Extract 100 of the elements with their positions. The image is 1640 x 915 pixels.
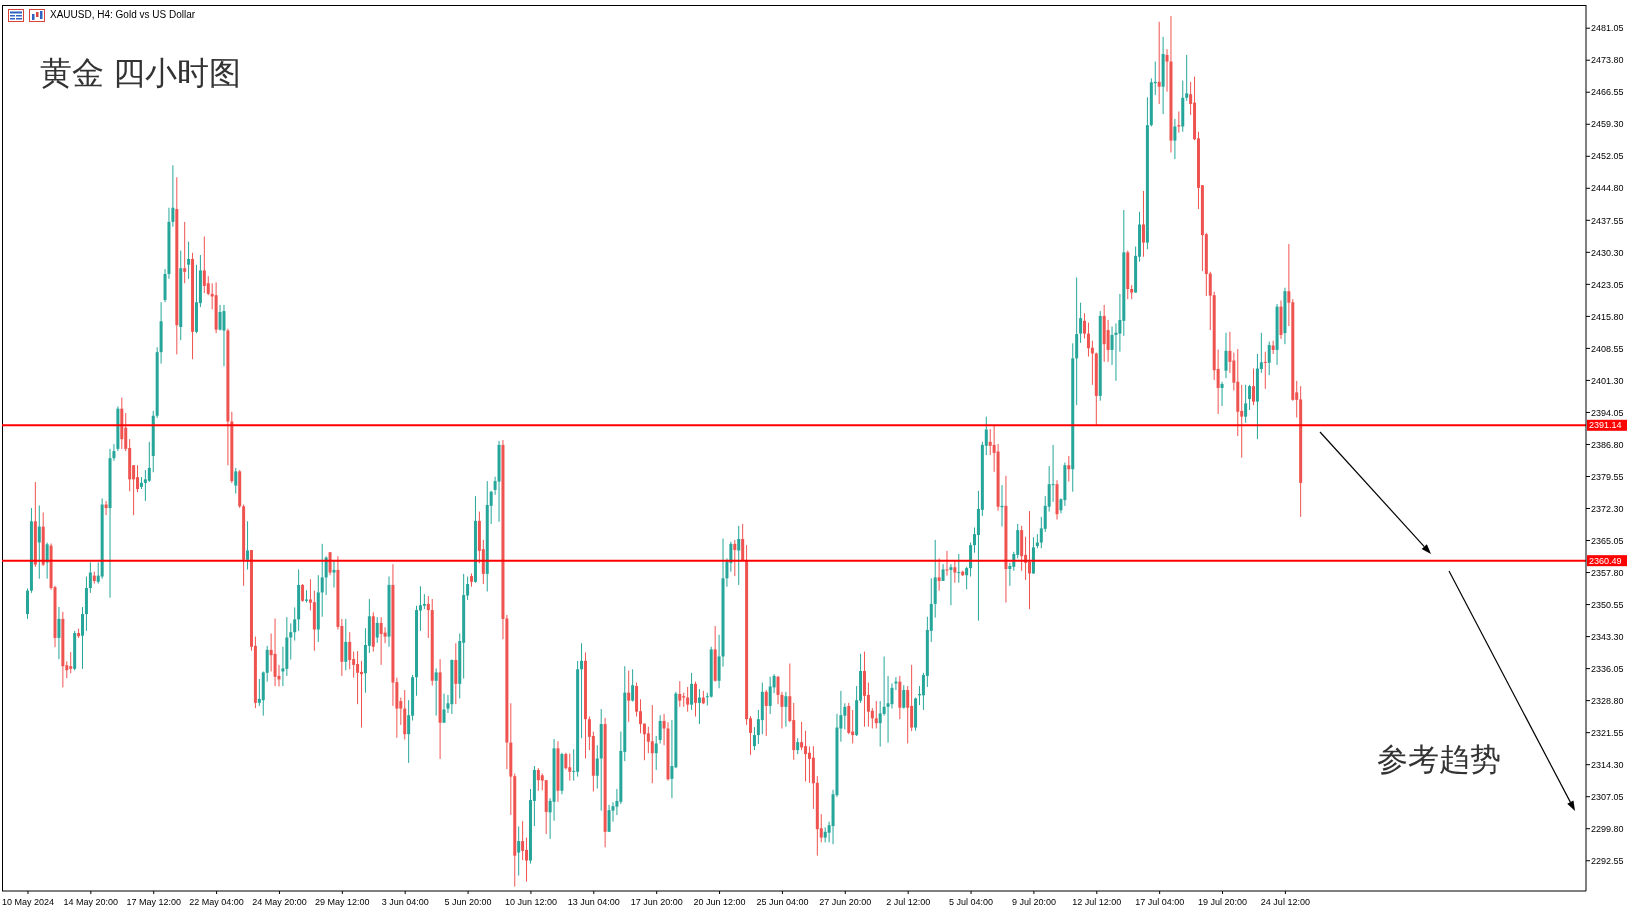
candlestick xyxy=(1267,341,1271,376)
y-tick-label: 2452.05 xyxy=(1591,151,1624,162)
candlestick xyxy=(202,235,206,294)
candlestick xyxy=(1224,332,1228,379)
candlestick xyxy=(969,542,973,578)
y-tick-label: 2372.30 xyxy=(1591,503,1624,514)
y-tick-label: 2299.80 xyxy=(1591,823,1624,834)
candlestick xyxy=(320,543,324,618)
x-tick-label: 10 Jun 12:00 xyxy=(504,897,557,907)
x-tick-label: 25 Jun 04:00 xyxy=(756,897,809,907)
candlestick xyxy=(1263,351,1267,390)
x-tick-label: 12 Jul 12:00 xyxy=(1072,897,1122,907)
candlestick xyxy=(1106,319,1110,363)
candlestick xyxy=(454,642,458,705)
x-tick-label: 14 May 20:00 xyxy=(63,897,119,907)
x-tick-label: 27 Jun 20:00 xyxy=(819,897,872,907)
candlestick xyxy=(910,664,914,732)
candlestick xyxy=(304,589,308,604)
candlestick xyxy=(37,504,41,580)
candlestick xyxy=(1240,384,1244,459)
x-tick-label: 24 May 20:00 xyxy=(252,897,307,907)
x-tick-label: 19 Jul 20:00 xyxy=(1198,897,1248,907)
candlestick xyxy=(595,744,599,790)
candlestick xyxy=(902,684,906,710)
y-tick-label: 2401.30 xyxy=(1591,375,1624,386)
candlestick xyxy=(874,700,878,729)
candlestick xyxy=(379,616,383,666)
candlestick xyxy=(147,441,151,483)
candlestick xyxy=(607,804,611,833)
x-tick-label: 3 Jun 04:00 xyxy=(381,897,429,907)
candlestick xyxy=(69,651,73,674)
y-tick-label: 2415.80 xyxy=(1591,311,1624,322)
x-tick-label: 17 Jun 20:00 xyxy=(630,897,683,907)
candlestick xyxy=(356,650,360,705)
y-tick-label: 2444.80 xyxy=(1591,183,1624,194)
y-tick-label: 2430.30 xyxy=(1591,247,1624,258)
candlestick xyxy=(957,553,961,584)
candlestick xyxy=(1141,190,1145,258)
candlestick xyxy=(383,626,387,644)
ref-line-label: 2391.14 xyxy=(1589,420,1622,431)
candlestick xyxy=(218,304,222,332)
x-tick-label: 20 Jun 12:00 xyxy=(693,897,746,907)
candlestick xyxy=(752,726,756,751)
candlestick xyxy=(953,559,957,584)
y-tick-label: 2321.55 xyxy=(1591,727,1624,738)
candlestick xyxy=(1271,340,1275,355)
x-tick-label: 5 Jun 20:00 xyxy=(444,897,492,907)
candlestick xyxy=(937,557,941,592)
candlestick xyxy=(804,730,808,782)
candlestick xyxy=(965,566,969,590)
candlestick xyxy=(88,561,92,594)
candlestick xyxy=(246,520,250,570)
candlestick xyxy=(1086,322,1090,358)
candlestick xyxy=(1251,368,1255,406)
candlestick xyxy=(737,525,741,586)
x-tick-label: 10 May 2024 xyxy=(1,897,54,907)
candlestick xyxy=(650,704,654,784)
candlestick xyxy=(627,670,631,723)
candlestick xyxy=(426,595,430,639)
candlestick xyxy=(906,685,910,744)
candlestick xyxy=(26,587,29,620)
candlestick xyxy=(658,714,662,744)
x-tick-label: 22 May 04:00 xyxy=(189,897,244,907)
y-tick-label: 2481.05 xyxy=(1591,23,1624,34)
candlestick xyxy=(580,642,584,739)
candlestick xyxy=(741,523,745,562)
y-tick-label: 2394.05 xyxy=(1591,407,1624,418)
candlestick xyxy=(434,667,438,717)
y-tick-label: 2408.55 xyxy=(1591,343,1624,354)
annotation: 参考趋势 xyxy=(1377,741,1501,779)
candlestick xyxy=(642,723,646,761)
candlestick xyxy=(183,221,187,284)
y-tick-label: 2292.55 xyxy=(1591,855,1624,866)
candlestick xyxy=(678,680,682,708)
candlestick xyxy=(344,618,348,671)
y-tick-label: 2379.55 xyxy=(1591,471,1624,482)
x-tick-label: 17 Jul 04:00 xyxy=(1135,897,1185,907)
candlestick xyxy=(646,726,650,754)
candlestick xyxy=(764,689,768,737)
candlestick xyxy=(81,606,85,670)
candlestick xyxy=(1051,444,1055,503)
x-tick-label: 9 Jul 20:00 xyxy=(1011,897,1056,907)
candlestick xyxy=(800,721,804,751)
candlestick xyxy=(697,688,701,725)
y-tick-label: 2466.55 xyxy=(1591,87,1624,98)
x-tick-label: 5 Jul 04:00 xyxy=(949,897,994,907)
candlestick xyxy=(733,539,737,577)
y-tick-label: 2307.05 xyxy=(1591,791,1624,802)
candlestick xyxy=(234,467,238,494)
candlestick xyxy=(521,820,525,861)
y-tick-label: 2473.80 xyxy=(1591,55,1624,66)
candlestick xyxy=(143,469,147,502)
x-tick-label: 13 Jun 04:00 xyxy=(567,897,620,907)
y-tick-label: 2314.30 xyxy=(1591,759,1624,770)
x-tick-label: 17 May 12:00 xyxy=(126,897,181,907)
candlestick xyxy=(273,617,277,687)
candlestick xyxy=(187,241,191,280)
ref-line-label: 2360.49 xyxy=(1589,555,1622,566)
candlestick xyxy=(1083,312,1087,339)
candlestick xyxy=(949,563,953,606)
